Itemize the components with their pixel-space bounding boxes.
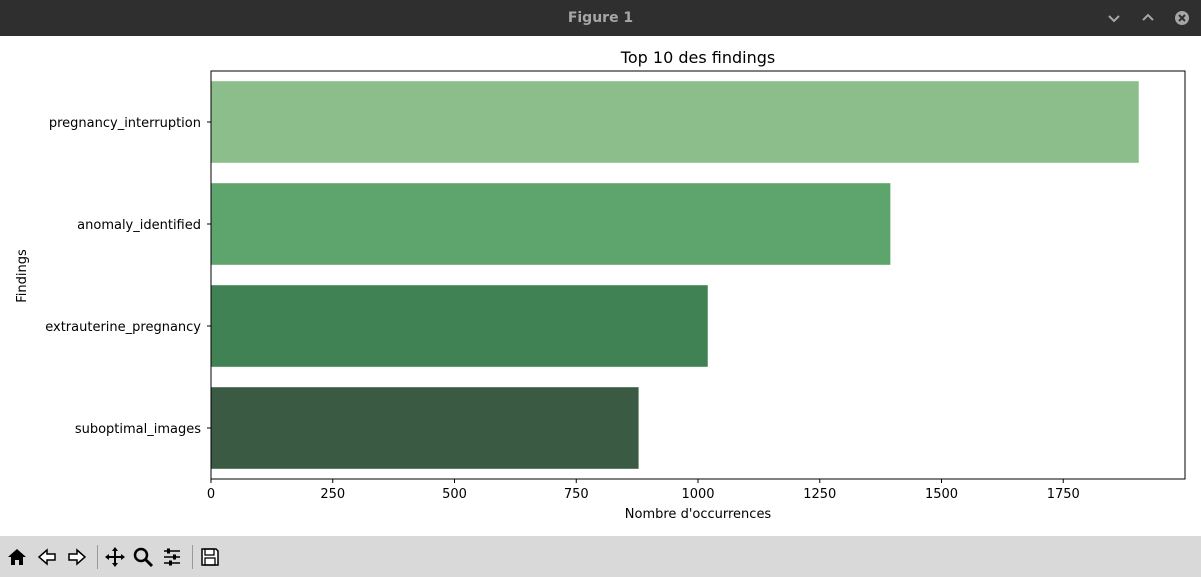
forward-icon[interactable]: [64, 544, 90, 570]
x-tick-label: 750: [564, 487, 589, 502]
x-tick-label: 1500: [925, 487, 958, 502]
x-tick-label: 1000: [681, 487, 714, 502]
bar-suboptimal-images: [211, 387, 639, 469]
window-titlebar: Figure 1: [0, 0, 1201, 36]
chart-title: Top 10 des findings: [620, 48, 775, 67]
x-tick-label: 500: [442, 487, 467, 502]
y-axis-ticks: pregnancy_interruption anomaly_identified…: [45, 116, 211, 437]
x-axis-ticks: 0 250 500 750 1000 1250 1500 1750: [207, 479, 1080, 502]
x-tick-label: 1750: [1047, 487, 1080, 502]
back-icon[interactable]: [34, 544, 60, 570]
bar-pregnancy-interruption: [211, 81, 1139, 163]
window-title: Figure 1: [567, 10, 634, 26]
figure-canvas: Top 10 des findings pregnancy_interrupti…: [0, 36, 1201, 536]
navigation-toolbar: [0, 536, 1201, 577]
y-axis-label: Findings: [15, 249, 30, 303]
bar-anomaly-identified: [211, 183, 891, 265]
minimize-icon[interactable]: [1104, 8, 1124, 28]
bars-group: [211, 81, 1139, 469]
save-icon[interactable]: [197, 544, 223, 570]
bar-chart: Top 10 des findings pregnancy_interrupti…: [15, 48, 1186, 522]
y-tick-label: extrauterine_pregnancy: [45, 320, 201, 335]
bar-extrauterine-pregnancy: [211, 285, 708, 367]
x-tick-label: 0: [207, 487, 215, 502]
home-icon[interactable]: [4, 544, 30, 570]
zoom-icon[interactable]: [130, 544, 156, 570]
maximize-icon[interactable]: [1138, 8, 1158, 28]
close-icon[interactable]: [1172, 8, 1192, 28]
y-tick-label: anomaly_identified: [77, 218, 201, 233]
x-tick-label: 1250: [803, 487, 836, 502]
x-tick-label: 250: [320, 487, 345, 502]
toolbar-separator: [97, 545, 98, 569]
configure-subplots-icon[interactable]: [159, 544, 185, 570]
toolbar-separator: [192, 545, 193, 569]
pan-icon[interactable]: [102, 544, 128, 570]
x-axis-label: Nombre d'occurrences: [625, 507, 772, 522]
y-tick-label: suboptimal_images: [75, 422, 201, 437]
y-tick-label: pregnancy_interruption: [49, 116, 201, 131]
